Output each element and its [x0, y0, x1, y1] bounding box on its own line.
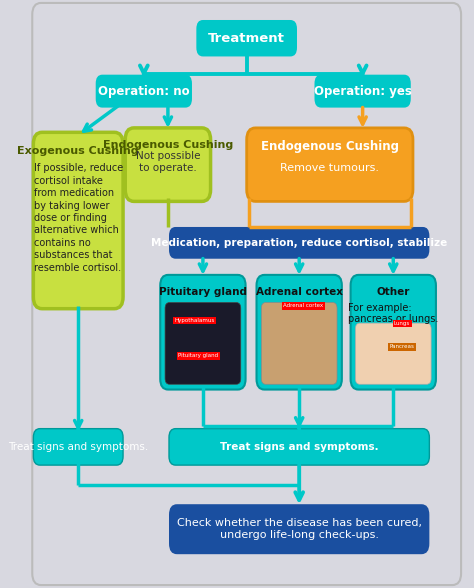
Text: Not possible
to operate.: Not possible to operate. — [136, 151, 200, 172]
Text: Adrenal cortex: Adrenal cortex — [255, 287, 343, 297]
Text: Pituitary gland: Pituitary gland — [179, 353, 219, 358]
Text: Endogenous Cushing: Endogenous Cushing — [261, 140, 399, 153]
Text: Treat signs and symptoms.: Treat signs and symptoms. — [220, 442, 379, 452]
FancyBboxPatch shape — [246, 128, 413, 202]
Text: Hypothalamus: Hypothalamus — [174, 318, 214, 323]
Text: If possible, reduce
cortisol intake
from medication
by taking lower
dose or find: If possible, reduce cortisol intake from… — [34, 163, 123, 273]
Text: Treat signs and symptoms.: Treat signs and symptoms. — [8, 442, 148, 452]
Text: Operation: no: Operation: no — [98, 85, 190, 98]
FancyBboxPatch shape — [196, 20, 297, 56]
FancyBboxPatch shape — [169, 227, 429, 259]
Text: Other: Other — [376, 287, 410, 297]
FancyBboxPatch shape — [356, 323, 431, 385]
FancyBboxPatch shape — [351, 275, 436, 390]
FancyBboxPatch shape — [160, 275, 246, 390]
Text: Treatment: Treatment — [208, 32, 285, 45]
Text: Medication, preparation, reduce cortisol, stabilize: Medication, preparation, reduce cortisol… — [151, 238, 447, 248]
FancyBboxPatch shape — [315, 75, 411, 108]
Text: Check whether the disease has been cured,
undergo life-long check-ups.: Check whether the disease has been cured… — [177, 519, 422, 540]
Text: For example:
pancreas or lungs.: For example: pancreas or lungs. — [348, 303, 438, 324]
Text: Adrenal cortex: Adrenal cortex — [283, 303, 324, 308]
Text: Operation: yes: Operation: yes — [314, 85, 411, 98]
Text: Lungs: Lungs — [394, 321, 410, 326]
FancyBboxPatch shape — [169, 505, 429, 554]
FancyBboxPatch shape — [125, 128, 210, 202]
FancyBboxPatch shape — [169, 429, 429, 465]
Text: Endogenous Cushing: Endogenous Cushing — [103, 140, 233, 150]
FancyBboxPatch shape — [165, 302, 241, 385]
FancyBboxPatch shape — [33, 132, 123, 309]
FancyBboxPatch shape — [261, 302, 337, 385]
FancyBboxPatch shape — [96, 75, 192, 108]
Text: Exogenous Cushing: Exogenous Cushing — [18, 146, 139, 156]
Text: Pituitary gland: Pituitary gland — [159, 287, 247, 297]
FancyBboxPatch shape — [256, 275, 342, 390]
FancyBboxPatch shape — [32, 3, 461, 585]
Text: Remove tumours.: Remove tumours. — [280, 162, 379, 173]
FancyBboxPatch shape — [33, 429, 123, 465]
Text: Pancreas: Pancreas — [390, 345, 414, 349]
